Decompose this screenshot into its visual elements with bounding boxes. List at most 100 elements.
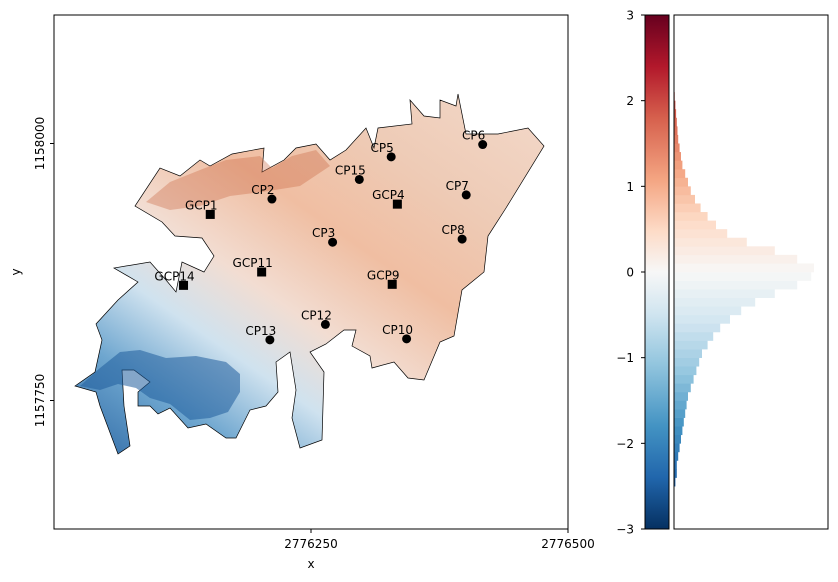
- point-label: CP5: [371, 141, 394, 155]
- histogram-bar: [674, 152, 681, 161]
- histogram-bar: [674, 391, 688, 401]
- point-label: GCP14: [154, 269, 194, 283]
- histogram-bar: [674, 383, 691, 393]
- histogram-bar: [674, 220, 716, 230]
- x-tick-label: 2776250: [284, 537, 337, 551]
- raster-low-region: [80, 350, 240, 420]
- histogram-bar: [674, 451, 679, 461]
- cp-marker: [402, 334, 412, 344]
- colorbar-panel: 3 2 1 0 −1 −2 −3: [616, 9, 670, 537]
- map-x-axis: 2776250 2776500: [284, 529, 595, 551]
- point-label: CP12: [301, 308, 332, 322]
- cp-marker: [265, 335, 275, 345]
- histogram-bar: [674, 443, 680, 453]
- histogram-bar: [674, 169, 686, 179]
- histogram-bar: [674, 263, 814, 273]
- colorbar: [644, 14, 670, 530]
- histogram-bar: [674, 212, 708, 221]
- histogram-bar: [674, 409, 686, 418]
- histogram-bar: [674, 297, 756, 307]
- point-label: GCP11: [233, 256, 273, 270]
- cp-marker: [354, 174, 364, 184]
- point-label: CP3: [312, 226, 335, 240]
- map-y-axis-label: y: [9, 268, 23, 275]
- gcp-marker: [179, 280, 189, 290]
- point-label: CP6: [462, 129, 485, 143]
- histogram-bar: [674, 109, 677, 119]
- colorbar-axis: 3 2 1 0 −1 −2 −3: [616, 9, 645, 537]
- gcp-marker: [392, 199, 402, 209]
- histogram-bar: [674, 374, 694, 384]
- cp-marker: [461, 190, 471, 200]
- point-label: CP10: [382, 323, 413, 337]
- histogram-bar: [674, 306, 742, 316]
- map-raster: [74, 93, 545, 455]
- histogram-bar: [674, 194, 695, 204]
- histogram-bar: [674, 280, 798, 290]
- colorbar-tick-label: −2: [616, 437, 634, 451]
- histogram-bar: [674, 177, 688, 187]
- map-points: CP2 CP3 CP5 CP6 CP7 CP8 CP10 CP12 CP13 CP15 GCP1 GC…: [154, 129, 488, 345]
- point-label: CP13: [245, 324, 276, 338]
- histogram-bar: [674, 314, 730, 324]
- histogram-bar: [674, 126, 678, 136]
- histogram-bar: [674, 134, 679, 144]
- gcp-marker: [205, 209, 215, 219]
- histogram-bar: [674, 323, 721, 333]
- cp-marker: [267, 194, 277, 204]
- histogram-frame: [673, 14, 829, 530]
- point-label: CP2: [251, 183, 274, 197]
- histogram-bar: [674, 143, 680, 153]
- histogram-bar: [674, 434, 681, 444]
- point-label: CP7: [446, 179, 469, 193]
- colorbar-tick-label: 3: [626, 9, 634, 23]
- histogram-bar: [674, 246, 775, 256]
- x-tick-label: 2776500: [541, 537, 594, 551]
- point-label: GCP1: [185, 198, 218, 212]
- histogram-bar: [674, 366, 697, 376]
- histogram-bar: [674, 460, 677, 470]
- histogram-bar: [674, 117, 677, 127]
- histogram-bar: [674, 331, 714, 341]
- histogram-bar: [674, 186, 691, 196]
- histogram-bar: [674, 289, 775, 298]
- histogram-bar: [674, 340, 708, 350]
- cp-marker: [328, 237, 338, 247]
- map-x-axis-label: x: [307, 557, 314, 571]
- cp-marker: [478, 140, 488, 150]
- colorbar-tick-label: −3: [616, 523, 634, 537]
- point-label: GCP4: [372, 188, 405, 202]
- map-y-axis: 1157750 1158000: [33, 117, 54, 427]
- colorbar-tick-label: −1: [616, 351, 634, 365]
- raster-high-region: [146, 150, 330, 210]
- colorbar-tick-label: 1: [626, 180, 634, 194]
- point-label: CP8: [441, 223, 464, 237]
- cp-marker: [457, 234, 467, 244]
- cp-marker: [386, 152, 396, 162]
- histogram-panel: [673, 14, 829, 530]
- y-tick-label: 1158000: [33, 117, 47, 170]
- histogram-bars: [674, 92, 814, 487]
- y-tick-label: 1157750: [33, 374, 47, 427]
- gcp-marker: [387, 279, 397, 289]
- histogram-bar: [674, 100, 676, 110]
- histogram-bar: [674, 417, 684, 427]
- histogram-bar: [674, 477, 676, 487]
- histogram-bar: [674, 400, 687, 410]
- cp-marker: [320, 319, 330, 329]
- histogram-bar: [674, 203, 701, 213]
- point-label: GCP9: [367, 268, 400, 282]
- histogram-bar: [674, 357, 700, 367]
- point-label: CP15: [335, 163, 366, 177]
- histogram-bar: [674, 426, 683, 436]
- histogram-bar: [674, 237, 747, 247]
- histogram-bar: [674, 254, 798, 264]
- colorbar-tick-label: 0: [626, 266, 634, 280]
- histogram-bar: [674, 272, 812, 281]
- histogram-bar: [674, 349, 702, 358]
- histogram-bar: [674, 469, 677, 478]
- histogram-bar: [674, 229, 728, 239]
- colorbar-tick-label: 2: [626, 94, 634, 108]
